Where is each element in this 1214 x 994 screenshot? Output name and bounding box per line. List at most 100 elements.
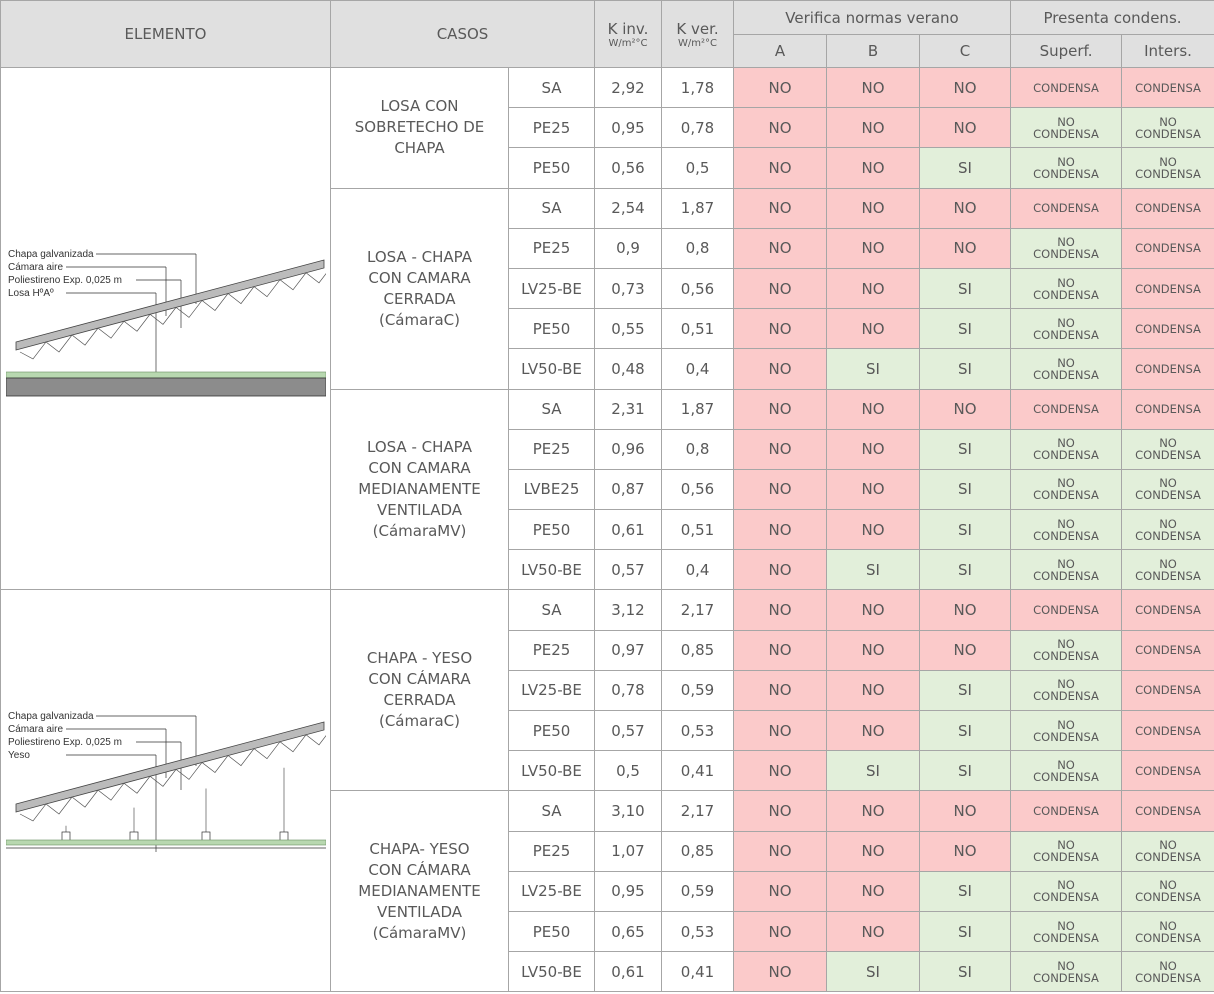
status-cell: CONDENSA bbox=[1010, 187, 1123, 229]
value-cell: 0,8 bbox=[661, 428, 734, 470]
header: ELEMENTO CASOS K inv. W/m²°C K ver. W/m²°C… bbox=[0, 0, 1214, 68]
status-cell: SI bbox=[918, 267, 1012, 310]
value-cell: 0,85 bbox=[661, 830, 734, 872]
status-cell: NO bbox=[733, 388, 827, 430]
value-cell: PE50 bbox=[508, 709, 595, 752]
value-cell: 0,56 bbox=[594, 147, 662, 189]
value-cell: 0,65 bbox=[594, 910, 662, 953]
status-text: CONDENSA bbox=[1135, 763, 1201, 778]
status-text: CONDENSA bbox=[1033, 201, 1099, 216]
value-cell: 0,61 bbox=[594, 509, 662, 551]
header-cell: Presenta condens. bbox=[1010, 0, 1214, 35]
value-cell: 0,5 bbox=[594, 750, 662, 792]
value-cell: 2,31 bbox=[594, 388, 662, 430]
value-cell: LV50-BE bbox=[508, 549, 595, 591]
status-cell: NO bbox=[826, 589, 920, 631]
value-cell: 0,97 bbox=[594, 629, 662, 671]
status-cell: SI bbox=[918, 709, 1012, 752]
status-text: CONDENSA bbox=[1033, 803, 1099, 818]
value-cell: 2,54 bbox=[594, 187, 662, 229]
status-cell: NO bbox=[733, 348, 827, 390]
case-name-line: CON CAMARA bbox=[368, 268, 471, 287]
value-cell: LV25-BE bbox=[508, 669, 595, 712]
status-cell: NO CONDENSA bbox=[1121, 107, 1214, 149]
status-cell: NO CONDENSA bbox=[1010, 669, 1123, 712]
diagram-label: Yeso bbox=[8, 750, 30, 761]
status-cell: NO bbox=[733, 308, 827, 350]
case-cell: LOSA - CHAPA CON CAMARA MEDIANAMENTE VENTIL… bbox=[330, 388, 509, 591]
value-cell: 0,55 bbox=[594, 308, 662, 350]
value-cell: 0,41 bbox=[661, 750, 734, 792]
status-cell: NO CONDENSA bbox=[1010, 910, 1123, 953]
status-text: NO CONDENSA bbox=[1135, 958, 1201, 985]
value-cell: 1,87 bbox=[661, 388, 734, 430]
status-cell: NO bbox=[826, 830, 920, 872]
status-cell: SI bbox=[918, 509, 1012, 551]
status-text: NO CONDENSA bbox=[1135, 154, 1201, 181]
status-cell: NO bbox=[733, 187, 827, 229]
table-row: LV50-BE 0,61 0,41 NO SI SI NO CONDENSA NO CONDE… bbox=[1, 951, 1214, 993]
header-cell: CASOS bbox=[330, 0, 595, 68]
unit: W/m²°C bbox=[678, 37, 717, 49]
element-diagram: Chapa galvanizada Cámara aire Poliestireno… bbox=[5, 249, 330, 397]
value-cell: 0,78 bbox=[661, 107, 734, 149]
status-cell: NO CONDENSA bbox=[1121, 428, 1214, 470]
table-row: PE25 0,95 0,78 NO NO NO NO CONDENSA NO CONDENSA bbox=[1, 107, 1214, 149]
status-cell: SI bbox=[918, 870, 1012, 912]
status-cell: CONDENSA bbox=[1121, 308, 1214, 350]
status-cell: NO bbox=[918, 388, 1012, 430]
value-cell: 0,59 bbox=[661, 870, 734, 912]
status-cell: NO CONDENSA bbox=[1010, 629, 1123, 671]
status-text: CONDENSA bbox=[1135, 281, 1201, 296]
status-cell: SI bbox=[918, 910, 1012, 953]
status-cell: SI bbox=[918, 428, 1012, 470]
status-cell: NO bbox=[733, 509, 827, 551]
table-row: PE25 1,07 0,85 NO NO NO NO CONDENSA NO CONDENSA bbox=[1, 830, 1214, 872]
value-cell: 0,48 bbox=[594, 348, 662, 390]
truss bbox=[19, 729, 330, 822]
value-cell: 1,87 bbox=[661, 187, 734, 229]
status-cell: CONDENSA bbox=[1010, 790, 1123, 832]
value-cell: 0,8 bbox=[661, 227, 734, 269]
status-cell: NO bbox=[826, 629, 920, 671]
status-text: NO CONDENSA bbox=[1033, 918, 1099, 945]
diagram-label: Losa HºAº bbox=[8, 288, 54, 299]
status-text: CONDENSA bbox=[1135, 803, 1201, 818]
status-cell: NO bbox=[826, 388, 920, 430]
status-cell: NO bbox=[826, 468, 920, 511]
status-cell: NO CONDENSA bbox=[1121, 147, 1214, 189]
status-cell: NO CONDENSA bbox=[1010, 468, 1123, 511]
case-name-line: (CámaraMV) bbox=[372, 521, 467, 540]
value-cell: 0,4 bbox=[661, 348, 734, 390]
status-cell: NO bbox=[733, 428, 827, 470]
case-name-line: CON CAMARA bbox=[368, 458, 471, 477]
status-text: CONDENSA bbox=[1135, 321, 1201, 336]
status-cell: NO bbox=[918, 830, 1012, 872]
value-cell: 3,10 bbox=[594, 790, 662, 832]
table-row: PE25 0,97 0,85 NO NO NO NO CONDENSA CONDENSA bbox=[1, 629, 1214, 671]
status-cell: NO bbox=[826, 227, 920, 269]
status-cell: NO CONDENSA bbox=[1010, 549, 1123, 591]
status-cell: NO bbox=[826, 147, 920, 189]
status-text: NO CONDENSA bbox=[1033, 717, 1099, 744]
truss bbox=[19, 267, 330, 360]
case-name-line: CON CÁMARA bbox=[368, 670, 471, 689]
header-row: ELEMENTO CASOS K inv. W/m²°C K ver. W/m²°C… bbox=[0, 0, 1214, 68]
header-cell: K inv. W/m²°C bbox=[594, 0, 662, 68]
status-cell: SI bbox=[918, 308, 1012, 350]
status-cell: NO bbox=[826, 187, 920, 229]
case-name-line: CERRADA bbox=[383, 691, 456, 710]
status-cell: NO CONDENSA bbox=[1010, 267, 1123, 310]
table-row: LV25-BE 0,73 0,56 NO NO SI NO CONDENSA CONDENSA bbox=[1, 267, 1214, 310]
value-cell: PE25 bbox=[508, 629, 595, 671]
status-cell: CONDENSA bbox=[1121, 790, 1214, 832]
status-text: NO CONDENSA bbox=[1033, 757, 1099, 784]
status-cell: NO bbox=[826, 308, 920, 350]
status-cell: NO bbox=[826, 267, 920, 310]
status-cell: NO bbox=[918, 187, 1012, 229]
table-row: LV25-BE 0,95 0,59 NO NO SI NO CONDENSA NO CONDE… bbox=[1, 870, 1214, 912]
value-cell: 0,78 bbox=[594, 669, 662, 712]
status-cell: CONDENSA bbox=[1010, 589, 1123, 631]
value-cell: 0,51 bbox=[661, 509, 734, 551]
